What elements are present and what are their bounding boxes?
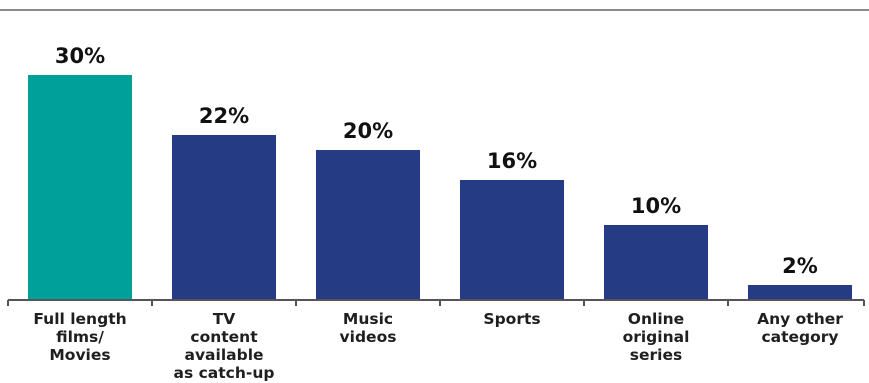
category-label-line: as catch-up	[174, 364, 275, 382]
bar	[316, 150, 420, 300]
category-label-line: Full length	[33, 310, 126, 328]
bar	[28, 75, 132, 300]
category-label-line: films/	[56, 328, 104, 346]
category-label-line: Movies	[49, 346, 110, 364]
x-axis-ticks	[7, 300, 865, 306]
category-label: Music videos	[340, 310, 397, 346]
bar-value-label: 20%	[343, 119, 393, 143]
bar-value-label: 16%	[487, 149, 537, 173]
bar-value-label: 22%	[199, 104, 249, 128]
category-label: Full length films/Movies	[33, 310, 126, 364]
category-label-line: Any other	[757, 310, 843, 328]
bar	[748, 285, 852, 300]
bar	[604, 225, 708, 300]
bar-value-label: 30%	[55, 44, 105, 68]
category-label-line: original	[623, 328, 690, 346]
category-labels-group: Full length films/Movies TV content availabl…	[33, 310, 843, 382]
category-label-line: Online	[628, 310, 684, 328]
category-label-line: content	[190, 328, 258, 346]
category-label: Sports	[483, 310, 540, 328]
value-labels-group: 30% 22% 20% 16% 10% 2%	[55, 44, 818, 278]
category-label-line: Music	[343, 310, 393, 328]
bars-group	[28, 75, 852, 300]
category-label-line: videos	[340, 328, 397, 346]
category-label-line: Sports	[483, 310, 540, 328]
bar	[460, 180, 564, 300]
category-label-line: category	[761, 328, 838, 346]
category-label-line: TV	[213, 310, 236, 328]
bar	[172, 135, 276, 300]
category-label: Any other category	[757, 310, 843, 346]
category-label-line: available	[184, 346, 263, 364]
category-label: TV content available as catch-up	[174, 310, 275, 382]
bar-value-label: 2%	[782, 254, 818, 278]
category-label: Online original series	[623, 310, 690, 364]
category-label-line: series	[630, 346, 682, 364]
bar-value-label: 10%	[631, 194, 681, 218]
